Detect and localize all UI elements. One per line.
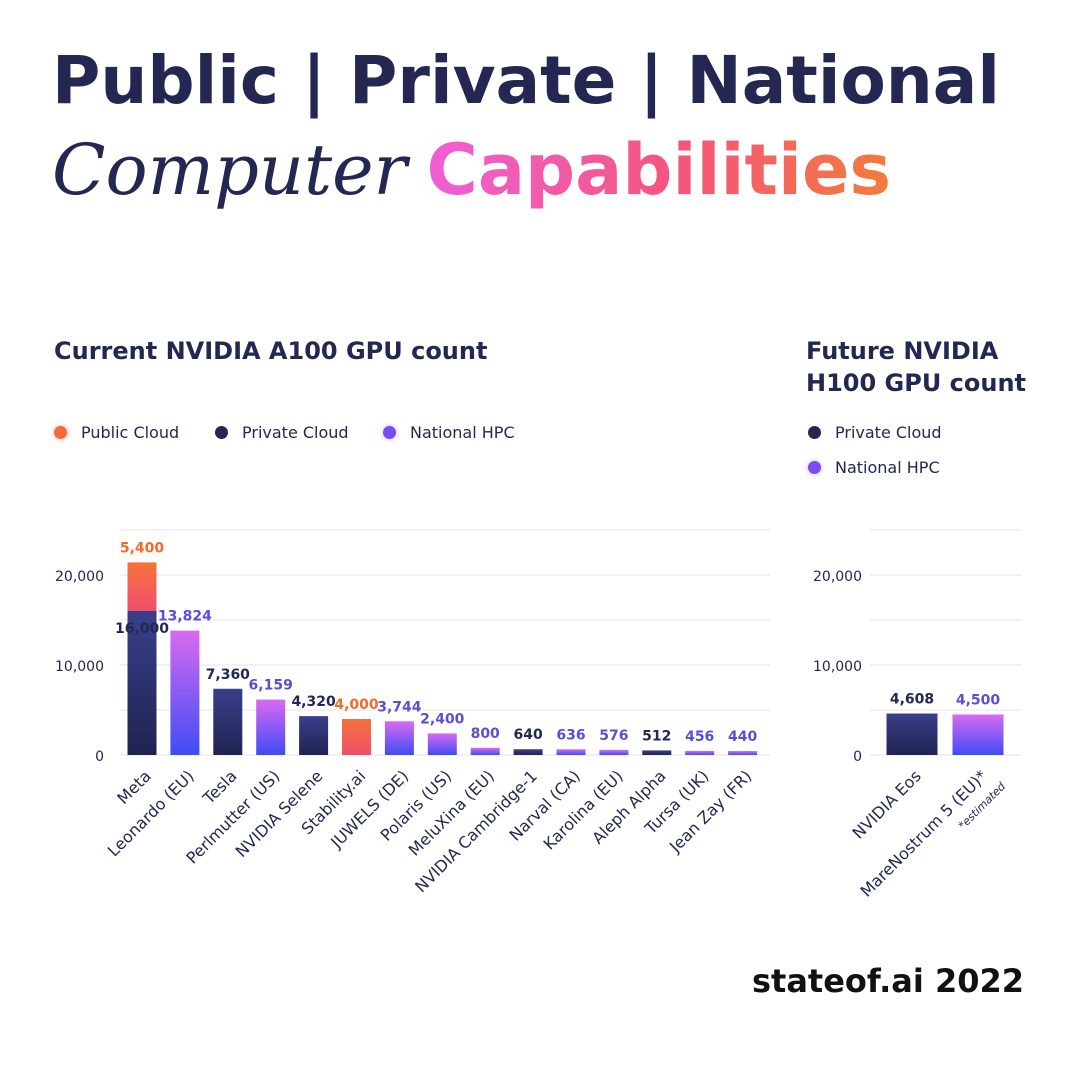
bar-segment — [728, 751, 758, 755]
bar-segment — [556, 749, 586, 755]
legend-label: National HPC — [410, 423, 515, 442]
data-label: 4,320 — [291, 694, 336, 710]
y-tick-label: 20,000 — [55, 569, 104, 585]
national-hpc-dot-icon — [383, 426, 396, 439]
private-cloud-dot-icon — [808, 426, 821, 439]
legend-label: National HPC — [835, 458, 940, 477]
bar-segment — [513, 749, 543, 755]
bar-segment — [685, 750, 715, 755]
data-label: 640 — [513, 727, 542, 743]
data-label: 440 — [728, 729, 757, 745]
bar-segment — [342, 719, 371, 755]
legend-private-cloud: Private Cloud — [215, 423, 349, 442]
bar-segment — [886, 713, 938, 755]
legend-national-hpc: National HPC — [383, 423, 515, 442]
page-title: Public | Private | National — [52, 42, 1000, 119]
data-label: 6,159 — [249, 678, 293, 694]
data-label: 636 — [556, 727, 585, 743]
legend-national-hpc-h100: National HPC — [808, 458, 940, 477]
legend-private-cloud-h100: Private Cloud — [808, 423, 942, 442]
page-subtitle: Computer Capabilities — [52, 128, 891, 212]
bar-segment — [642, 750, 672, 755]
legend-label: Private Cloud — [242, 423, 349, 442]
legend-label: Private Cloud — [835, 423, 942, 442]
subtitle-gradient-word: Capabilities — [426, 129, 892, 211]
data-label: 13,824 — [158, 609, 212, 625]
bar-segment — [470, 747, 500, 755]
bar-segment — [299, 716, 329, 755]
bar-segment — [427, 733, 457, 755]
chart-h100-title-line: Future NVIDIA — [806, 337, 999, 365]
data-label: 4,500 — [956, 693, 1001, 709]
subtitle-serif-word: Computer — [52, 129, 407, 211]
data-label: 456 — [685, 729, 714, 745]
public-cloud-dot-icon — [54, 426, 67, 439]
data-label: 7,360 — [206, 667, 251, 683]
y-tick-label: 10,000 — [813, 659, 862, 675]
data-label: 16,000 — [115, 621, 169, 637]
data-label: 576 — [599, 728, 628, 744]
legend-public-cloud: Public Cloud — [54, 423, 179, 442]
chart-h100-title: Future NVIDIA H100 GPU count — [806, 335, 1026, 399]
data-label: 512 — [642, 728, 671, 744]
national-hpc-dot-icon — [808, 461, 821, 474]
data-label: 3,744 — [377, 699, 422, 715]
bar-segment — [170, 630, 200, 755]
data-label: 800 — [471, 726, 500, 742]
private-cloud-dot-icon — [215, 426, 228, 439]
data-label: 5,400 — [120, 540, 165, 556]
bar-segment — [127, 611, 157, 755]
chart-h100-title-line: H100 GPU count — [806, 369, 1027, 397]
bar-segment — [384, 721, 414, 755]
footer-brand: stateof.ai 2022 — [751, 962, 1024, 1000]
chart-a100: 010,00020,00016,0005,400Meta13,824Leonar… — [55, 529, 770, 896]
data-label: 2,400 — [420, 711, 465, 727]
data-label: 4,000 — [334, 697, 379, 713]
data-label: 4,608 — [890, 692, 934, 708]
bar-segment — [256, 699, 286, 755]
y-tick-label: 0 — [95, 749, 104, 765]
legend-label: Public Cloud — [81, 423, 180, 442]
bar-segment — [127, 562, 157, 611]
y-tick-label: 10,000 — [55, 659, 104, 675]
chart-a100-title: Current NVIDIA A100 GPU count — [54, 337, 488, 365]
x-tick-label: MareNostrum 5 (EU)* — [856, 766, 990, 900]
bar-segment — [952, 714, 1004, 755]
y-tick-label: 20,000 — [813, 569, 862, 585]
bar-segment — [213, 688, 243, 755]
bar-segment — [599, 749, 629, 755]
y-tick-label: 0 — [853, 749, 862, 765]
